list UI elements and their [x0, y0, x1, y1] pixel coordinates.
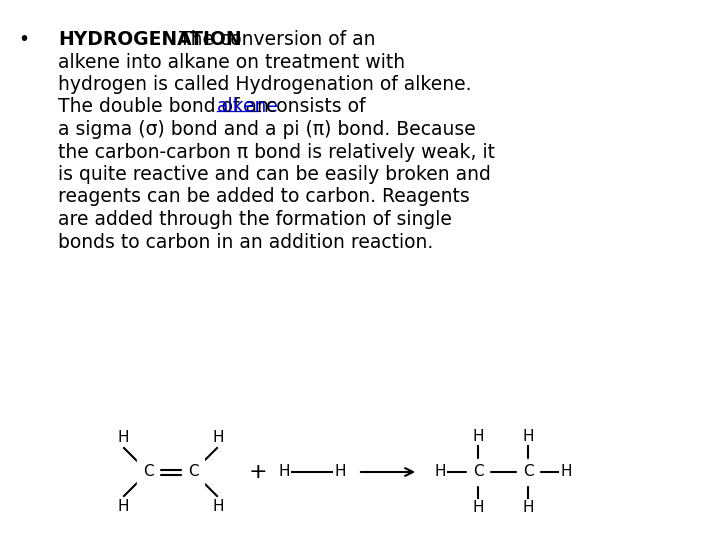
- Text: alkene: alkene: [217, 98, 279, 117]
- Text: consists of: consists of: [260, 98, 366, 117]
- Text: +: +: [248, 462, 267, 482]
- Text: bonds to carbon in an addition reaction.: bonds to carbon in an addition reaction.: [58, 233, 433, 252]
- Text: are added through the formation of single: are added through the formation of singl…: [58, 210, 452, 229]
- Text: •: •: [18, 30, 29, 49]
- Text: hydrogen is called Hydrogenation of alkene.: hydrogen is called Hydrogenation of alke…: [58, 75, 472, 94]
- Text: HYDROGENATION: HYDROGENATION: [58, 30, 242, 49]
- Text: H: H: [279, 464, 290, 480]
- Text: H: H: [434, 464, 446, 480]
- Text: H: H: [522, 429, 534, 444]
- Text: a sigma (σ) bond and a pi (π) bond. Because: a sigma (σ) bond and a pi (π) bond. Beca…: [58, 120, 476, 139]
- Text: the carbon-carbon π bond is relatively weak, it: the carbon-carbon π bond is relatively w…: [58, 143, 495, 161]
- Text: H: H: [212, 499, 224, 514]
- Text: H: H: [522, 500, 534, 515]
- Text: C: C: [473, 464, 483, 480]
- Text: C: C: [523, 464, 534, 480]
- Text: The double bond of an: The double bond of an: [58, 98, 275, 117]
- Text: is quite reactive and can be easily broken and: is quite reactive and can be easily brok…: [58, 165, 491, 184]
- Text: H: H: [117, 430, 129, 445]
- Text: C: C: [143, 464, 153, 480]
- Text: H: H: [212, 430, 224, 445]
- Text: H: H: [472, 500, 484, 515]
- Text: alkene into alkane on treatment with: alkene into alkane on treatment with: [58, 52, 405, 71]
- Text: H: H: [560, 464, 572, 480]
- Text: H: H: [117, 499, 129, 514]
- Text: reagents can be added to carbon. Reagents: reagents can be added to carbon. Reagent…: [58, 187, 469, 206]
- Text: C: C: [188, 464, 198, 480]
- Text: H: H: [334, 464, 346, 480]
- Text: H: H: [472, 429, 484, 444]
- Text: The conversion of an: The conversion of an: [173, 30, 376, 49]
